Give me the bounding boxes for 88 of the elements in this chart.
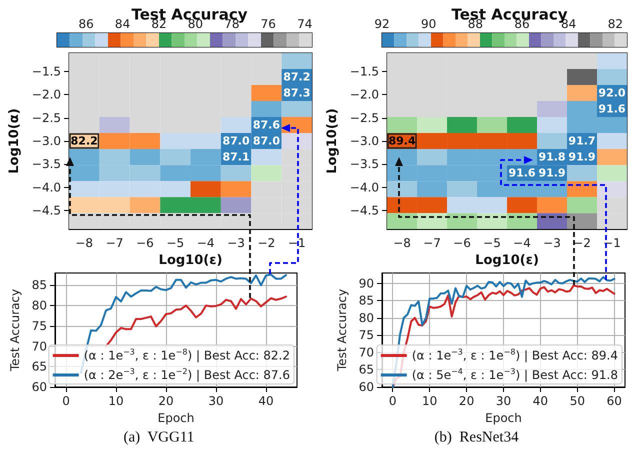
data-label: 87.0: [222, 134, 250, 148]
data-label: 91.6: [598, 102, 626, 116]
data-label: 87.6: [252, 118, 280, 132]
x-axis-title: Epoch: [485, 410, 522, 425]
x-tick-label: 0: [62, 394, 70, 408]
x-tick-label: 20: [158, 394, 174, 408]
x-tick-label: −1: [603, 236, 621, 250]
x-tick-label: −2: [573, 236, 591, 250]
x-tick-label: −8: [393, 236, 411, 250]
y-tick-label: −2.0: [32, 88, 62, 102]
y-tick-label: −4.5: [350, 204, 380, 218]
y-tick-label: −4.0: [350, 180, 380, 194]
y-tick-label: 60: [32, 380, 47, 394]
x-tick-label: −6: [453, 236, 471, 250]
y-tick-label: 60: [358, 380, 374, 394]
y-tick-label: 70: [32, 339, 47, 354]
y-tick-label: −1.5: [350, 64, 380, 79]
x-tick-label: 20: [458, 394, 474, 408]
color-bar-label: 86: [78, 17, 94, 31]
x-tick-label: 30: [496, 394, 512, 408]
line-series: [105, 296, 287, 348]
x-tick-label: 40: [532, 394, 548, 408]
color-bar-label: 82: [608, 17, 623, 31]
x-tick-label: −8: [75, 236, 94, 250]
x-tick-label: −5: [166, 236, 184, 250]
color-bar-label: 84: [114, 17, 130, 31]
y-tick-label: −3.0: [32, 134, 62, 148]
x-axis-title: Log10(ε): [158, 253, 222, 268]
y-tick-label: −3.5: [350, 157, 380, 172]
color-bar-label: 92: [374, 17, 390, 31]
x-axis-title: Epoch: [158, 410, 194, 425]
x-tick-label: −4: [196, 236, 215, 250]
x-tick-label: 40: [258, 394, 274, 408]
y-axis-title: Test Accuracy: [8, 288, 22, 372]
y-tick-label: 70: [358, 345, 374, 360]
y-tick-label: 90: [358, 276, 374, 290]
data-label: 82.2: [70, 134, 98, 148]
x-tick-label: 10: [422, 394, 438, 408]
y-tick-label: −1.5: [32, 64, 62, 79]
data-label: 87.0: [252, 134, 280, 148]
color-bar-label: 76: [260, 17, 276, 31]
x-tick-label: −3: [227, 236, 245, 250]
data-label: 87.1: [222, 150, 250, 164]
x-tick-label: −5: [483, 236, 501, 250]
x-tick-label: −4: [513, 236, 531, 250]
y-tick-label: 75: [358, 328, 374, 342]
color-bar-label: 74: [297, 17, 312, 31]
y-tick-label: −2.5: [350, 110, 380, 125]
x-tick-label: −3: [543, 236, 561, 250]
y-tick-label: 65: [358, 362, 374, 377]
y-axis-title: Log10(α): [7, 108, 22, 174]
y-tick-label: 75: [32, 318, 47, 333]
data-label: 91.6: [508, 166, 536, 180]
x-tick-label: 0: [388, 394, 397, 408]
data-label: 91.9: [538, 166, 566, 180]
x-tick-label: −6: [136, 236, 154, 250]
x-tick-label: 10: [108, 394, 124, 408]
y-tick-label: 80: [358, 310, 374, 325]
data-label: 91.7: [568, 134, 596, 148]
x-tick-label: 50: [570, 394, 585, 408]
y-tick-label: −3.5: [32, 157, 62, 172]
data-label: 89.4: [388, 134, 416, 148]
text: (b) ResNet34: [434, 430, 520, 446]
color-bar-label: 90: [421, 17, 436, 31]
x-tick-label: −7: [423, 236, 441, 250]
y-tick-label: −3.0: [350, 134, 380, 148]
x-tick-label: −7: [106, 236, 124, 250]
x-axis-title: Log10(ε): [475, 253, 539, 268]
x-tick-label: −1: [288, 236, 306, 250]
x-tick-label: −2: [258, 236, 276, 250]
y-tick-label: −2.5: [32, 110, 62, 125]
y-tick-label: 80: [32, 298, 47, 313]
data-label: 92.0: [598, 86, 626, 100]
data-label: 87.3: [283, 86, 310, 100]
y-tick-label: 85: [32, 278, 47, 292]
y-tick-label: 85: [358, 294, 374, 308]
y-tick-label: 65: [32, 360, 47, 374]
y-axis-title: Log10(α): [325, 108, 340, 174]
data-label: 87.2: [283, 70, 310, 84]
data-label: 91.9: [568, 150, 596, 164]
y-tick-label: −4.0: [32, 180, 62, 194]
y-tick-label: −2.0: [350, 88, 380, 102]
x-tick-label: 30: [208, 394, 224, 408]
y-tick-label: −4.5: [32, 204, 62, 218]
y-axis-title: Test Accuracy: [334, 288, 349, 372]
data-label: 91.8: [538, 150, 566, 164]
text: (a) VGG11: [123, 430, 194, 446]
x-tick-label: 60: [606, 394, 622, 408]
